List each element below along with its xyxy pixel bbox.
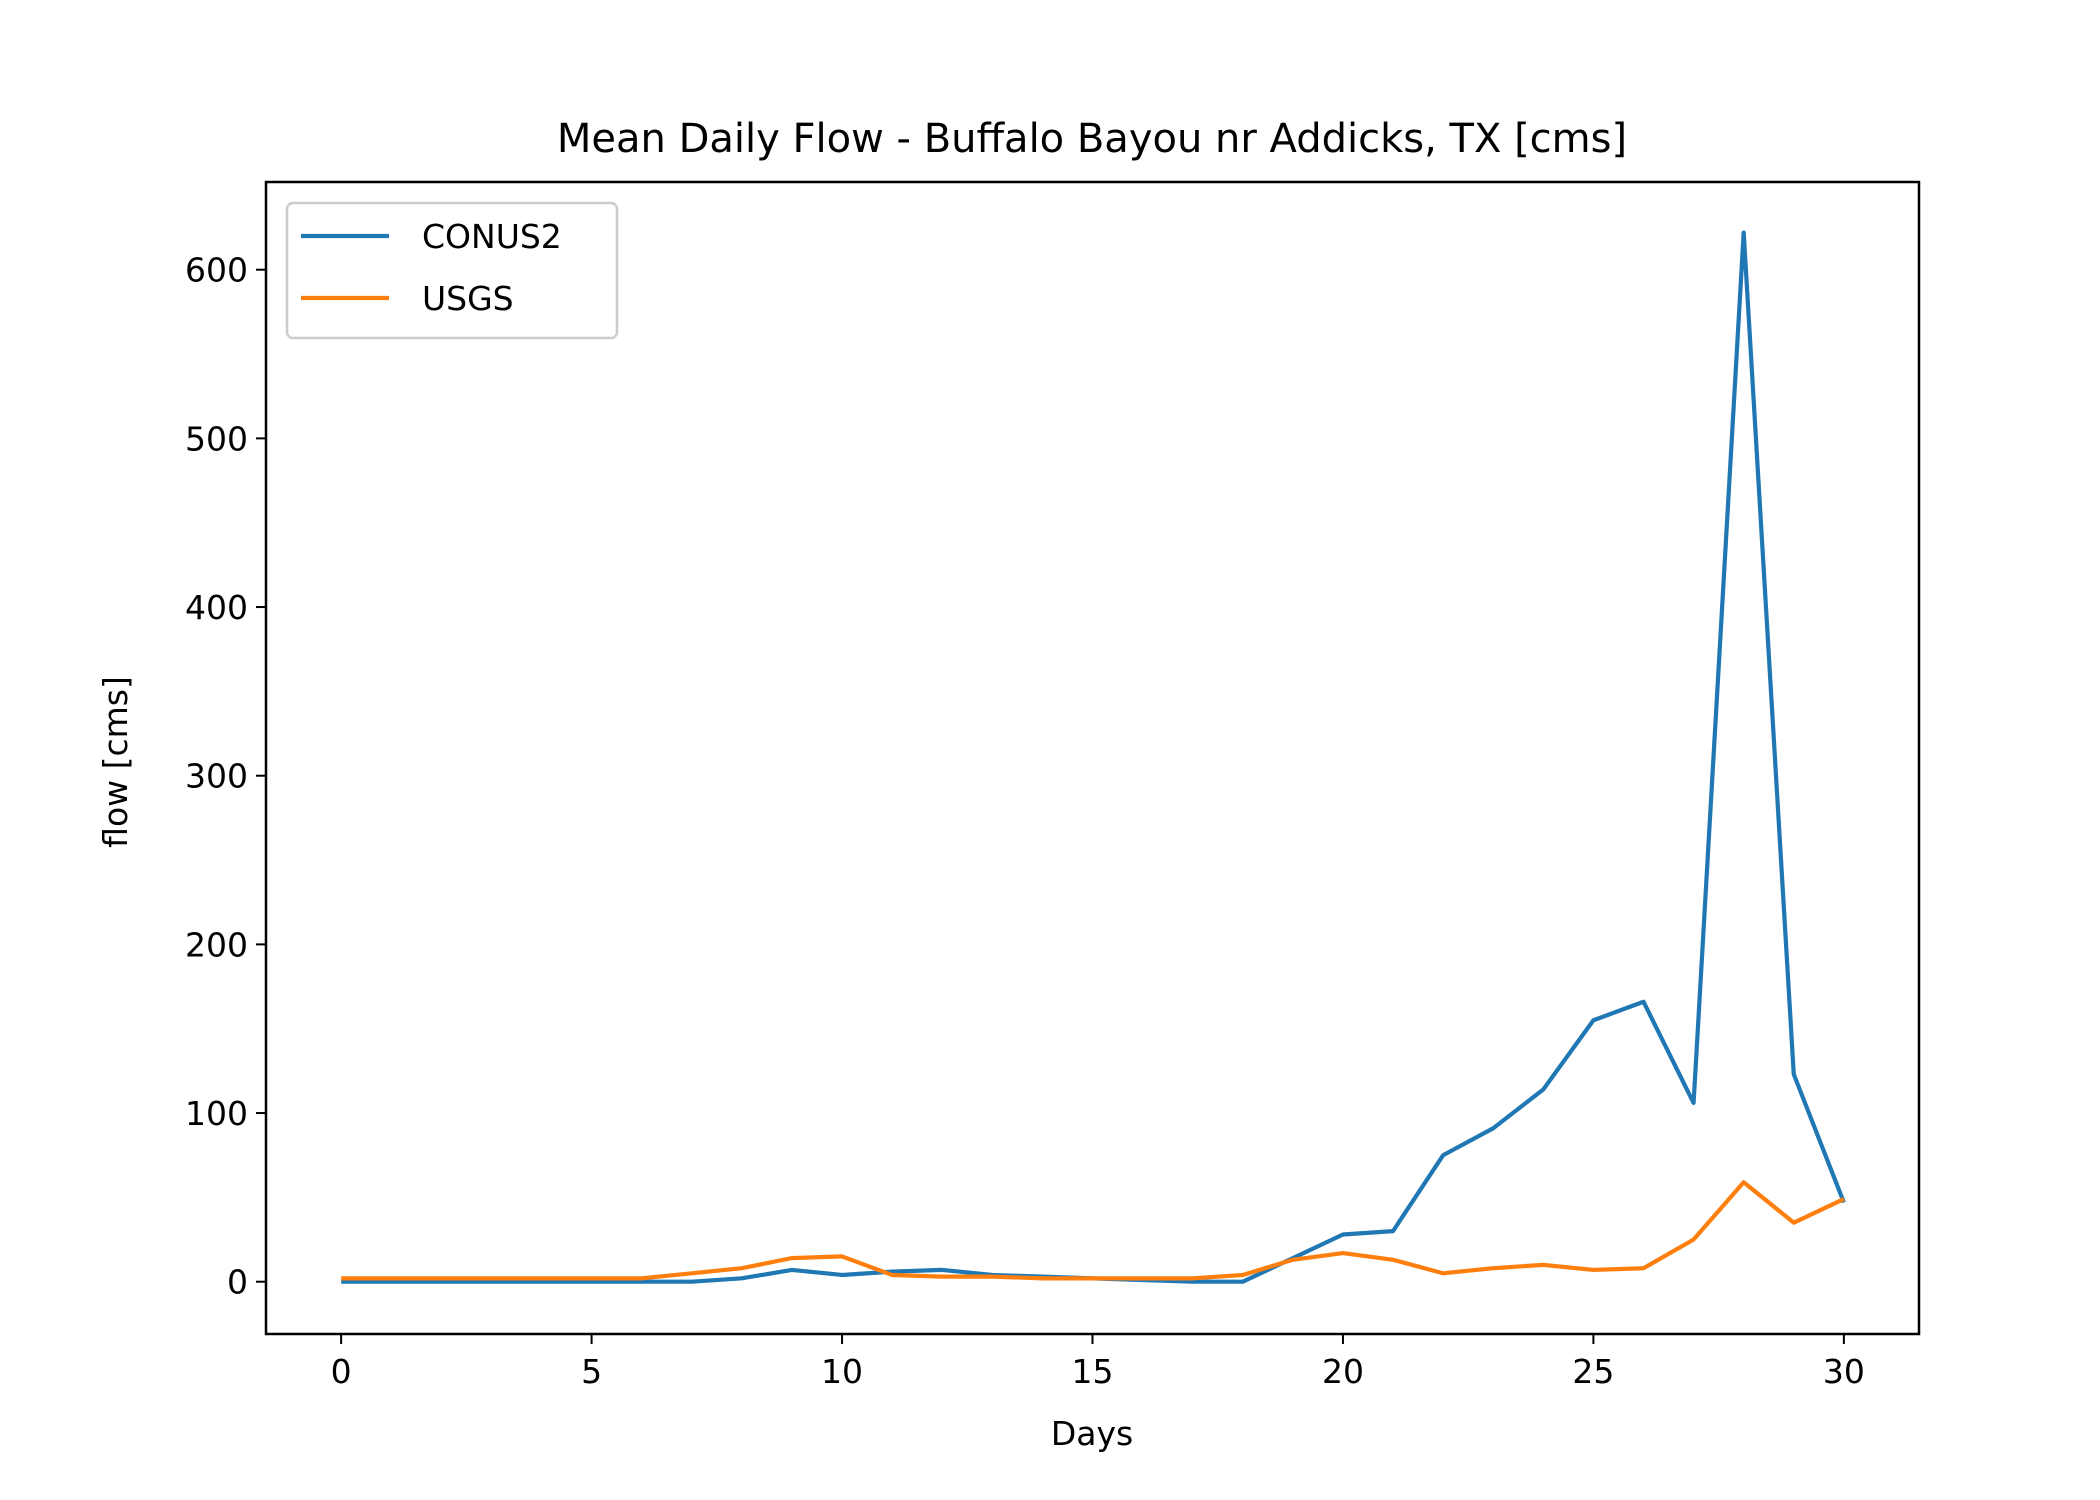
- y-axis-ticks: 0 100 200 300 400 500 600: [185, 251, 266, 1302]
- x-axis-title: Days: [1051, 1414, 1133, 1453]
- y-tick-label: 500: [185, 419, 248, 458]
- x-axis-ticks: 0 5 10 15 20 25 30: [331, 1334, 1865, 1391]
- legend: CONUS2 USGS: [285, 201, 619, 340]
- y-tick-label: 300: [185, 757, 248, 796]
- y-tick-label: 400: [185, 588, 248, 627]
- y-tick-label: 0: [227, 1263, 248, 1302]
- y-tick-label: 600: [185, 251, 248, 290]
- x-tick-label: 15: [1072, 1352, 1114, 1391]
- series-line-usgs: [341, 1180, 1845, 1281]
- y-tick-label: 200: [185, 925, 248, 964]
- x-tick-label: 25: [1572, 1352, 1614, 1391]
- plot-area: [341, 230, 1846, 1284]
- x-tick-label: 20: [1322, 1352, 1364, 1391]
- chart-title: Mean Daily Flow - Buffalo Bayou nr Addic…: [557, 116, 1627, 162]
- x-tick-label: 10: [821, 1352, 863, 1391]
- y-tick-label: 100: [185, 1094, 248, 1133]
- y-axis-title: flow [cms]: [96, 676, 135, 848]
- axes-frame: [264, 180, 1921, 1336]
- x-tick-label: 30: [1823, 1352, 1865, 1391]
- x-tick-label: 0: [331, 1352, 352, 1391]
- legend-label: USGS: [422, 279, 514, 318]
- legend-label: CONUS2: [422, 217, 562, 256]
- x-tick-label: 5: [581, 1352, 602, 1391]
